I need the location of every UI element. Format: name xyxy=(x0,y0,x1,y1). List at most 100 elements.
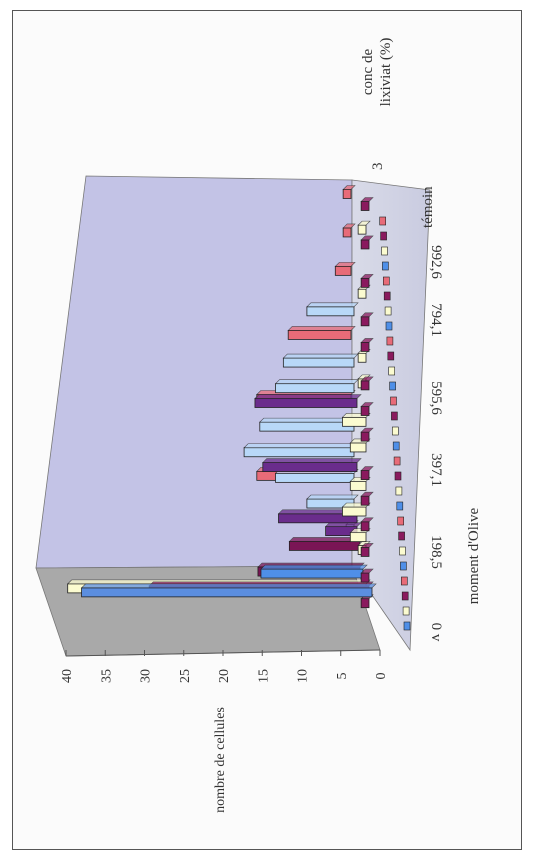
floor-marker xyxy=(402,606,410,616)
bar-top xyxy=(360,517,374,523)
bars-group xyxy=(66,185,411,631)
y-tick-label: 30 xyxy=(139,669,154,683)
bar-top xyxy=(342,185,356,190)
category-axis-ticks: 0 v 198,5 397,1 595,6 794,1 992,6 xyxy=(428,245,444,642)
floor-marker xyxy=(384,306,392,316)
bar-top xyxy=(360,338,374,343)
floor-marker xyxy=(388,366,396,376)
bar-face xyxy=(260,568,364,579)
bar-face xyxy=(81,587,373,598)
bar xyxy=(254,394,362,408)
bar-face xyxy=(360,521,370,532)
bar-top xyxy=(254,394,362,399)
bar-face xyxy=(360,277,370,288)
bar xyxy=(360,402,374,416)
bar-top xyxy=(360,376,374,382)
bar-face xyxy=(349,480,367,491)
floor-marker xyxy=(387,351,395,361)
bar xyxy=(360,274,374,288)
bar-face xyxy=(243,447,355,458)
bar-face xyxy=(360,572,370,583)
floor-marker xyxy=(391,426,399,436)
x-tick-label: 794,1 xyxy=(428,303,444,337)
bar xyxy=(360,376,374,391)
bar-top xyxy=(282,353,359,359)
bar-top xyxy=(357,220,371,226)
bar xyxy=(360,466,374,480)
bar-face xyxy=(360,239,370,250)
floor-marker xyxy=(390,396,397,406)
bar-face xyxy=(254,398,358,408)
bar-face xyxy=(357,224,367,235)
left-wall xyxy=(35,565,381,657)
floor-marker xyxy=(382,276,390,286)
bar xyxy=(360,568,374,583)
bar-face xyxy=(259,421,355,432)
floor-marker xyxy=(391,411,398,421)
value-axis-ticks: 0 5 10 15 20 25 30 35 40 xyxy=(60,650,389,683)
bar xyxy=(243,443,359,458)
bar-face xyxy=(342,189,352,199)
bar-top xyxy=(80,583,377,589)
bar-face xyxy=(342,227,352,238)
bar-face xyxy=(360,495,370,506)
bar-face xyxy=(357,288,367,299)
bar xyxy=(360,427,374,442)
bar xyxy=(349,438,371,453)
bar-face xyxy=(342,506,367,517)
bar-top xyxy=(306,494,359,500)
bar xyxy=(306,302,359,317)
y-tick-label: 25 xyxy=(178,669,193,683)
x-tick-label: 595,6 xyxy=(428,381,444,415)
bar-face xyxy=(360,598,370,609)
bar-face xyxy=(275,383,355,394)
floor-marker xyxy=(392,441,400,451)
bar-face xyxy=(360,316,370,327)
bar xyxy=(360,197,374,211)
bar xyxy=(360,235,374,250)
z-axis-title-line1: conc de xyxy=(360,49,376,96)
depth-tick-3: 3 xyxy=(370,163,386,171)
floor-marker xyxy=(394,471,402,481)
bar xyxy=(360,491,374,506)
bar-face xyxy=(288,541,361,551)
floor-marker xyxy=(381,246,388,256)
floor-marker xyxy=(385,321,393,331)
bar-face xyxy=(342,416,367,427)
x-axis-title: moment d'Olive xyxy=(466,507,482,604)
bar-top xyxy=(360,235,374,241)
x-tick-label: 992,6 xyxy=(428,245,444,279)
bar-top xyxy=(334,262,356,267)
y-tick-label: 5 xyxy=(335,673,350,680)
floor-marker xyxy=(379,216,387,226)
bar-face xyxy=(360,431,370,442)
bar xyxy=(288,537,365,551)
bar xyxy=(360,517,374,532)
bar-top xyxy=(360,427,374,433)
bar xyxy=(360,312,374,327)
bar xyxy=(287,326,356,340)
floor-marker xyxy=(398,531,405,541)
bar-top xyxy=(243,443,359,449)
bar xyxy=(277,509,362,524)
bar-face xyxy=(360,342,370,352)
bar-top xyxy=(360,274,374,279)
floor-marker xyxy=(383,291,391,301)
bar xyxy=(334,262,356,276)
y-tick-label: 10 xyxy=(296,669,311,683)
bar-face xyxy=(306,306,355,317)
bar-face xyxy=(349,532,367,543)
bar-top xyxy=(360,402,374,407)
floor xyxy=(351,179,431,652)
bar-top xyxy=(360,543,374,548)
bar-face xyxy=(282,357,355,368)
x-tick-label: 198,5 xyxy=(428,535,444,569)
bar-top xyxy=(360,312,374,318)
floor-marker xyxy=(401,591,409,601)
bar-top xyxy=(360,491,374,497)
bar xyxy=(260,564,368,579)
floor-marker xyxy=(396,501,404,511)
bar-top xyxy=(287,326,356,331)
